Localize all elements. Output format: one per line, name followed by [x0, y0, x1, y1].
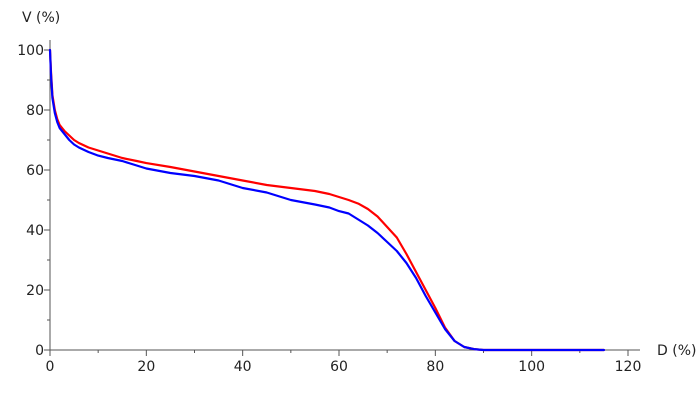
x-axis-title: D (%)	[657, 343, 696, 359]
axes: 0 20 40 60 80 100 120 0 20 40 60 80 100	[17, 40, 641, 375]
x-tick-label: 100	[518, 359, 545, 375]
x-tick-label: 0	[46, 359, 55, 375]
y-tick-label: 40	[26, 223, 44, 239]
x-tick-label: 120	[615, 359, 642, 375]
y-tick-label: 0	[35, 343, 44, 359]
series-line-1	[48, 48, 606, 352]
y-tick-label: 80	[26, 103, 44, 119]
y-tick-label: 100	[17, 43, 44, 59]
series-line-2	[48, 48, 606, 352]
x-tick-label: 60	[330, 359, 348, 375]
y-tick-label: 60	[26, 163, 44, 179]
x-tick-label: 80	[426, 359, 444, 375]
y-tick-label: 20	[26, 283, 44, 299]
x-tick-label: 20	[137, 359, 155, 375]
y-axis-title: V (%)	[22, 10, 60, 26]
series-layer	[48, 48, 606, 352]
x-tick-label: 40	[234, 359, 252, 375]
